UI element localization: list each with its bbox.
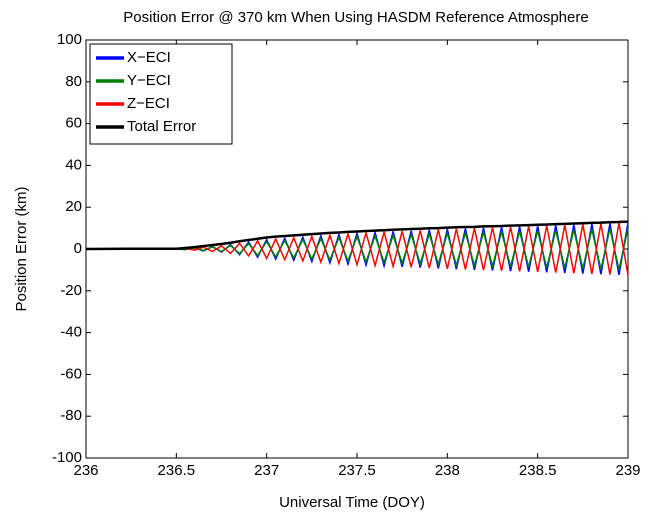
y-tick-label: 20: [65, 198, 82, 215]
series-line: [85, 220, 629, 251]
legend-label: Total Error: [127, 118, 196, 135]
y-tick-label: 0: [74, 240, 82, 257]
legend-label: Z−ECI: [127, 95, 170, 112]
legend-label: X−ECI: [127, 49, 171, 66]
y-tick-label: -80: [60, 407, 82, 424]
y-tick-label: 60: [65, 115, 82, 132]
chart-title: Position Error @ 370 km When Using HASDM…: [123, 9, 588, 26]
x-tick-label: 238: [435, 462, 460, 479]
y-tick-label: 40: [65, 156, 82, 173]
y-tick-label: -20: [60, 282, 82, 299]
y-axis-label: Position Error (km): [13, 186, 30, 311]
x-tick-label: 239: [615, 462, 640, 479]
y-tick-label: 100: [57, 31, 82, 48]
y-tick-label: 80: [65, 73, 82, 90]
y-tick-label: -40: [60, 324, 82, 341]
series-line: [86, 222, 629, 276]
x-axis-label: Universal Time (DOY): [279, 494, 425, 511]
x-tick-label: 237: [254, 462, 279, 479]
x-tick-label: 238.5: [519, 462, 557, 479]
series-line: [86, 227, 629, 270]
legend-label: Y−ECI: [127, 72, 171, 89]
y-tick-label: -100: [52, 449, 82, 466]
x-tick-label: 236: [73, 462, 98, 479]
y-tick-label: -60: [60, 365, 82, 382]
x-tick-label: 237.5: [338, 462, 376, 479]
x-tick-label: 236.5: [158, 462, 196, 479]
